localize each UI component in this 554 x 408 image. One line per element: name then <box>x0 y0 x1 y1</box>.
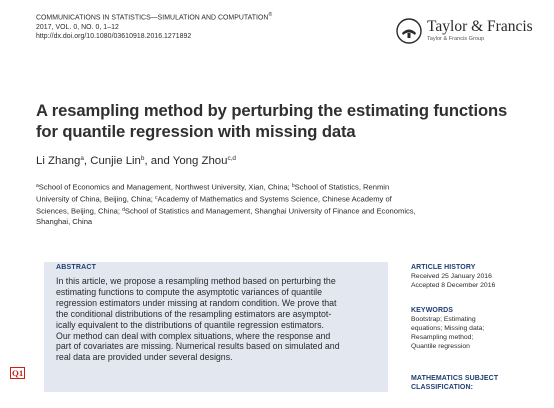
affiliation-mark: a <box>36 183 39 189</box>
registered-mark: ® <box>268 12 273 18</box>
affiliation-mark: b <box>291 183 295 189</box>
affiliation-text: University of China, Beijing, China; <box>36 194 156 204</box>
publisher-name: Taylor & Francis <box>427 18 533 35</box>
publisher-logo-icon <box>396 18 422 44</box>
author-name: Cunjie Lin <box>90 155 141 167</box>
abstract-line: In this article, we propose a resampling… <box>56 276 336 286</box>
publisher-logo: Taylor & Francis Taylor & Francis Group <box>393 18 533 46</box>
publisher-subtitle: Taylor & Francis Group <box>427 36 485 42</box>
keywords-heading: KEYWORDS <box>411 307 454 314</box>
title-line: A resampling method by perturbing the es… <box>36 101 508 120</box>
msc: MATHEMATICS SUBJECT CLASSIFICATION: <box>411 375 498 393</box>
affiliation-line: Sciences, Beijing, China; dSchool of Sta… <box>36 205 416 217</box>
affiliation-line: aSchool of Economics and Management, Nor… <box>36 181 416 193</box>
author-affiliation-mark: c,d <box>227 155 236 162</box>
query-marker[interactable]: Q1 <box>10 367 26 379</box>
abstract-line: Our method can deal with complex situati… <box>56 330 331 341</box>
journal-name: COMMUNICATIONS IN STATISTICS—SIMULATION … <box>36 14 269 22</box>
affiliation-text: School of Economics and Management, Nort… <box>38 182 292 192</box>
msc-heading-line: MATHEMATICS SUBJECT <box>411 375 499 382</box>
author-affiliation-mark: b <box>140 155 145 162</box>
author-separator: , <box>83 155 91 167</box>
affiliations: aSchool of Economics and Management, Nor… <box>36 181 416 228</box>
keywords-line: Bootstrap; Estimating <box>411 315 476 323</box>
abstract-text: In this article, we propose a resampling… <box>56 276 386 363</box>
abstract-line: part of covariates are missing. Numerica… <box>56 341 340 352</box>
abstract-line: ically equivalent to the distributions o… <box>56 319 324 330</box>
keywords-line: Quantile regression <box>411 342 470 350</box>
affiliation-mark: c <box>155 195 158 201</box>
journal-header: COMMUNICATIONS IN STATISTICS—SIMULATION … <box>36 11 272 42</box>
author-name: Yong Zhou <box>172 155 228 167</box>
author-affiliation-mark: a <box>80 155 84 162</box>
keywords: KEYWORDS Bootstrap; Estimating equations… <box>411 307 484 352</box>
abstract-line: estimating functions to compute the asym… <box>56 286 323 297</box>
affiliation-line: Shanghai, China <box>36 217 416 228</box>
affiliation-text: Sciences, Beijing, China; <box>36 206 123 216</box>
affiliation-text: Shanghai, China <box>36 217 93 226</box>
article-history: ARTICLE HISTORY Received 25 January 2016… <box>411 264 495 291</box>
abstract-line: the conditional distributions of the res… <box>56 308 332 319</box>
article-history-line: Accepted 8 December 2016 <box>411 281 496 289</box>
abstract-line: regression estimators under missing at r… <box>56 297 337 308</box>
abstract-heading: ABSTRACT <box>56 264 97 271</box>
msc-heading-line: CLASSIFICATION: <box>411 383 474 391</box>
affiliation-text: School of Statistics, Renmin <box>294 182 390 192</box>
keywords-line: Resampling method; <box>411 333 474 341</box>
journal-doi-link[interactable]: http://dx.doi.org/10.1080/03610918.2016.… <box>36 33 192 41</box>
abstract-line: real data are provided under several des… <box>56 352 233 363</box>
abstract-box <box>44 262 388 392</box>
affiliation-text: Academy of Mathematics and Systems Scien… <box>157 194 392 204</box>
author-name: Li Zhang <box>36 155 81 167</box>
affiliation-mark: d <box>122 207 125 213</box>
article-history-heading: ARTICLE HISTORY <box>411 264 476 271</box>
affiliation-line: University of China, Beijing, China; cAc… <box>36 193 416 205</box>
keywords-line: equations; Missing data; <box>411 324 485 332</box>
author-list: Li Zhanga, Cunjie Linb, and Yong Zhouc,d <box>36 155 236 167</box>
affiliation-text: School of Statistics and Management, Sha… <box>124 206 416 216</box>
article-history-line: Received 25 January 2016 <box>411 272 492 280</box>
journal-volume: 2017, VOL. 0, NO. 0, 1–12 <box>36 23 119 31</box>
author-separator: , and <box>144 155 173 167</box>
title-line: for quantile regression with missing dat… <box>36 122 356 141</box>
paper-title: A resampling method by perturbing the es… <box>36 100 507 142</box>
